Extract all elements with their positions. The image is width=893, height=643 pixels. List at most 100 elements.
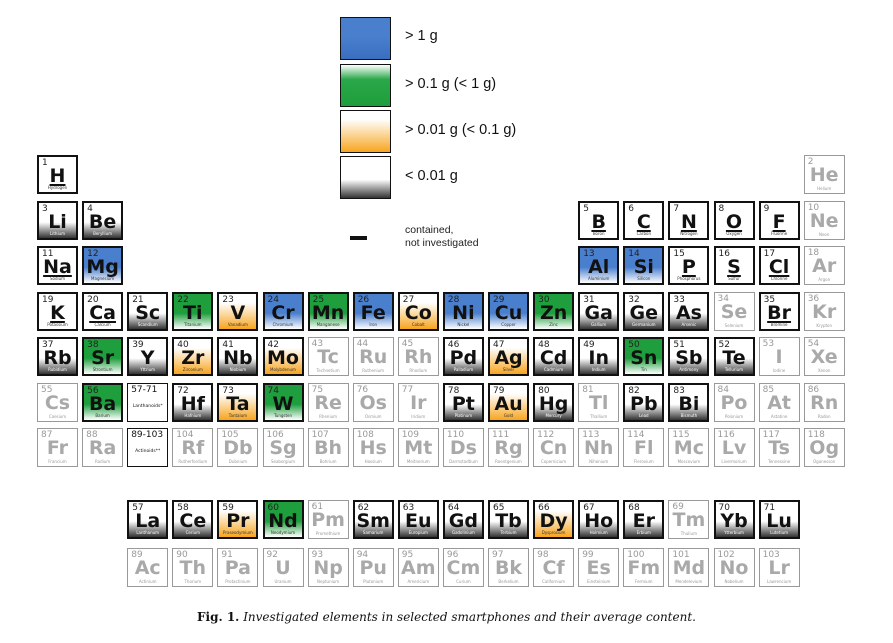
element-name: Seaborgium [270, 459, 296, 464]
atomic-number: 48 [538, 340, 550, 350]
atomic-number: 111 [492, 430, 510, 440]
element-symbol: C [636, 210, 651, 233]
element-lr: 103 Lr Lawrencium [758, 548, 800, 587]
legend-swatch-blue [340, 17, 391, 60]
atomic-number: 35 [763, 294, 776, 305]
element-y: 39 Y Yttrium [127, 337, 169, 376]
element-symbol: P [681, 256, 696, 278]
element-name: Barium [95, 412, 110, 418]
element-p: 15 P Phosphorus [668, 246, 710, 285]
element-name: Niobium [229, 367, 247, 372]
atomic-number: 3 [42, 203, 48, 214]
atomic-number: 2 [807, 157, 814, 167]
element-name: Iridium [411, 413, 426, 419]
element-symbol: Sr [91, 347, 115, 369]
atomic-number: 106 [266, 430, 284, 440]
element-pu: 94 Pu Plutonium [352, 548, 394, 587]
atomic-number: 32 [628, 294, 640, 305]
caption-label: Fig. 1. [197, 610, 240, 624]
element-name: Mendelevium [675, 579, 703, 584]
element-hg: 80 Hg Mercury [533, 382, 575, 422]
element-name: Francium [48, 459, 67, 464]
element-fm: 100 Fm Fermium [623, 548, 665, 587]
element-name: Calcium [94, 321, 111, 327]
element-name: Tungsten [273, 412, 293, 418]
element-name: Fluorine [771, 230, 788, 236]
element-symbol: Tl [588, 391, 609, 414]
element-dy: 66 Dy Dysprosium [533, 500, 575, 539]
atomic-number: 84 [717, 384, 729, 395]
element-symbol: K [50, 301, 65, 324]
element-mt: 109 Mt Meitnerium [397, 428, 439, 467]
element-name: Dubnium [228, 459, 247, 464]
element-name: Germanium [632, 321, 656, 327]
element-symbol: Ag [494, 347, 523, 369]
element-symbol: Cn [539, 437, 568, 459]
legend-label-not-investigated: contained, not investigated [405, 224, 479, 250]
element-name: Osmium [364, 413, 382, 419]
atomic-number: 86 [807, 384, 820, 395]
element-pt: 78 Pt Platinum [442, 382, 484, 422]
element-tc: 43 Tc Technetium [307, 337, 349, 376]
atomic-number: 117 [762, 430, 780, 440]
element-name: Xenon [817, 368, 831, 373]
atomic-number: 25 [312, 294, 325, 305]
element-name: Einsteinium [586, 579, 611, 584]
element-name: Californium [542, 579, 566, 584]
atomic-number: 108 [356, 430, 374, 440]
element-pm: 61 Pm Promethium [307, 500, 349, 539]
element-symbol: Ac [134, 557, 161, 579]
element-sb: 51 Sb Antimony [668, 337, 710, 376]
atomic-number: 113 [582, 430, 600, 440]
element-og: 118 Og Oganesson [803, 428, 845, 467]
element-symbol: Th [179, 557, 207, 579]
element-symbol: O [725, 210, 743, 233]
element-name: Lawrencium [766, 579, 792, 584]
atomic-number: 109 [401, 430, 419, 440]
element-ir: 77 Ir Iridium [397, 382, 439, 422]
element-f: 9 F Fluorine [758, 200, 800, 240]
element-name: Plutonium [363, 579, 384, 584]
element-rh: 45 Rh Rhodium [397, 337, 439, 376]
element-symbol: Pt [451, 392, 475, 415]
element-pa: 91 Pa Protactinium [217, 548, 259, 587]
element-symbol: Po [720, 391, 748, 414]
placeholder-label: Lanthanoids* [132, 403, 163, 409]
element-pb: 82 Pb Lead [623, 382, 665, 422]
element-name: Cobalt [411, 321, 425, 327]
element-symbol: Ra [88, 437, 117, 459]
element-name: Sodium [49, 276, 66, 281]
element-name: Vanadium [227, 321, 248, 327]
element-co: 27 Co Cobalt [397, 291, 439, 331]
element-name: Manganese [316, 321, 340, 327]
atomic-number: 74 [267, 385, 279, 396]
element-symbol: F [772, 210, 786, 233]
element-bi: 83 Bi Bismuth [668, 382, 710, 422]
atomic-number: 33 [673, 294, 685, 305]
element-ni: 28 Ni Nickel [442, 291, 484, 331]
element-symbol: I [775, 346, 783, 368]
atomic-number: 112 [537, 430, 555, 440]
element-symbol: Os [359, 391, 387, 414]
atomic-number: 66 [538, 503, 550, 513]
element-te: 52 Te Tellurium [713, 337, 755, 376]
element-sc: 21 Sc Scandium [127, 291, 169, 331]
element-symbol: Al [588, 256, 610, 278]
element-symbol: Og [809, 437, 840, 459]
element-ra: 88 Ra Radium [82, 428, 124, 467]
element-symbol: Li [48, 210, 67, 233]
element-symbol: Cu [494, 301, 523, 324]
element-symbol: Cm [446, 557, 481, 579]
element-lv: 116 Lv Livermorium [713, 428, 755, 467]
element-name: Silver [502, 367, 515, 372]
element-name: Samarium [362, 530, 384, 535]
element-cl: 17 Cl Chlorine [758, 246, 800, 285]
element-name: Iodine [772, 368, 786, 373]
element-symbol: Ge [629, 301, 659, 324]
element-ag: 47 Ag Silver [488, 337, 529, 376]
atomic-number: 39 [132, 340, 144, 350]
atomic-number: 9 [763, 203, 770, 214]
atomic-number: 52 [718, 340, 730, 350]
element-name: Ytterbium [724, 530, 744, 535]
element-name: Sulfur [728, 276, 740, 281]
